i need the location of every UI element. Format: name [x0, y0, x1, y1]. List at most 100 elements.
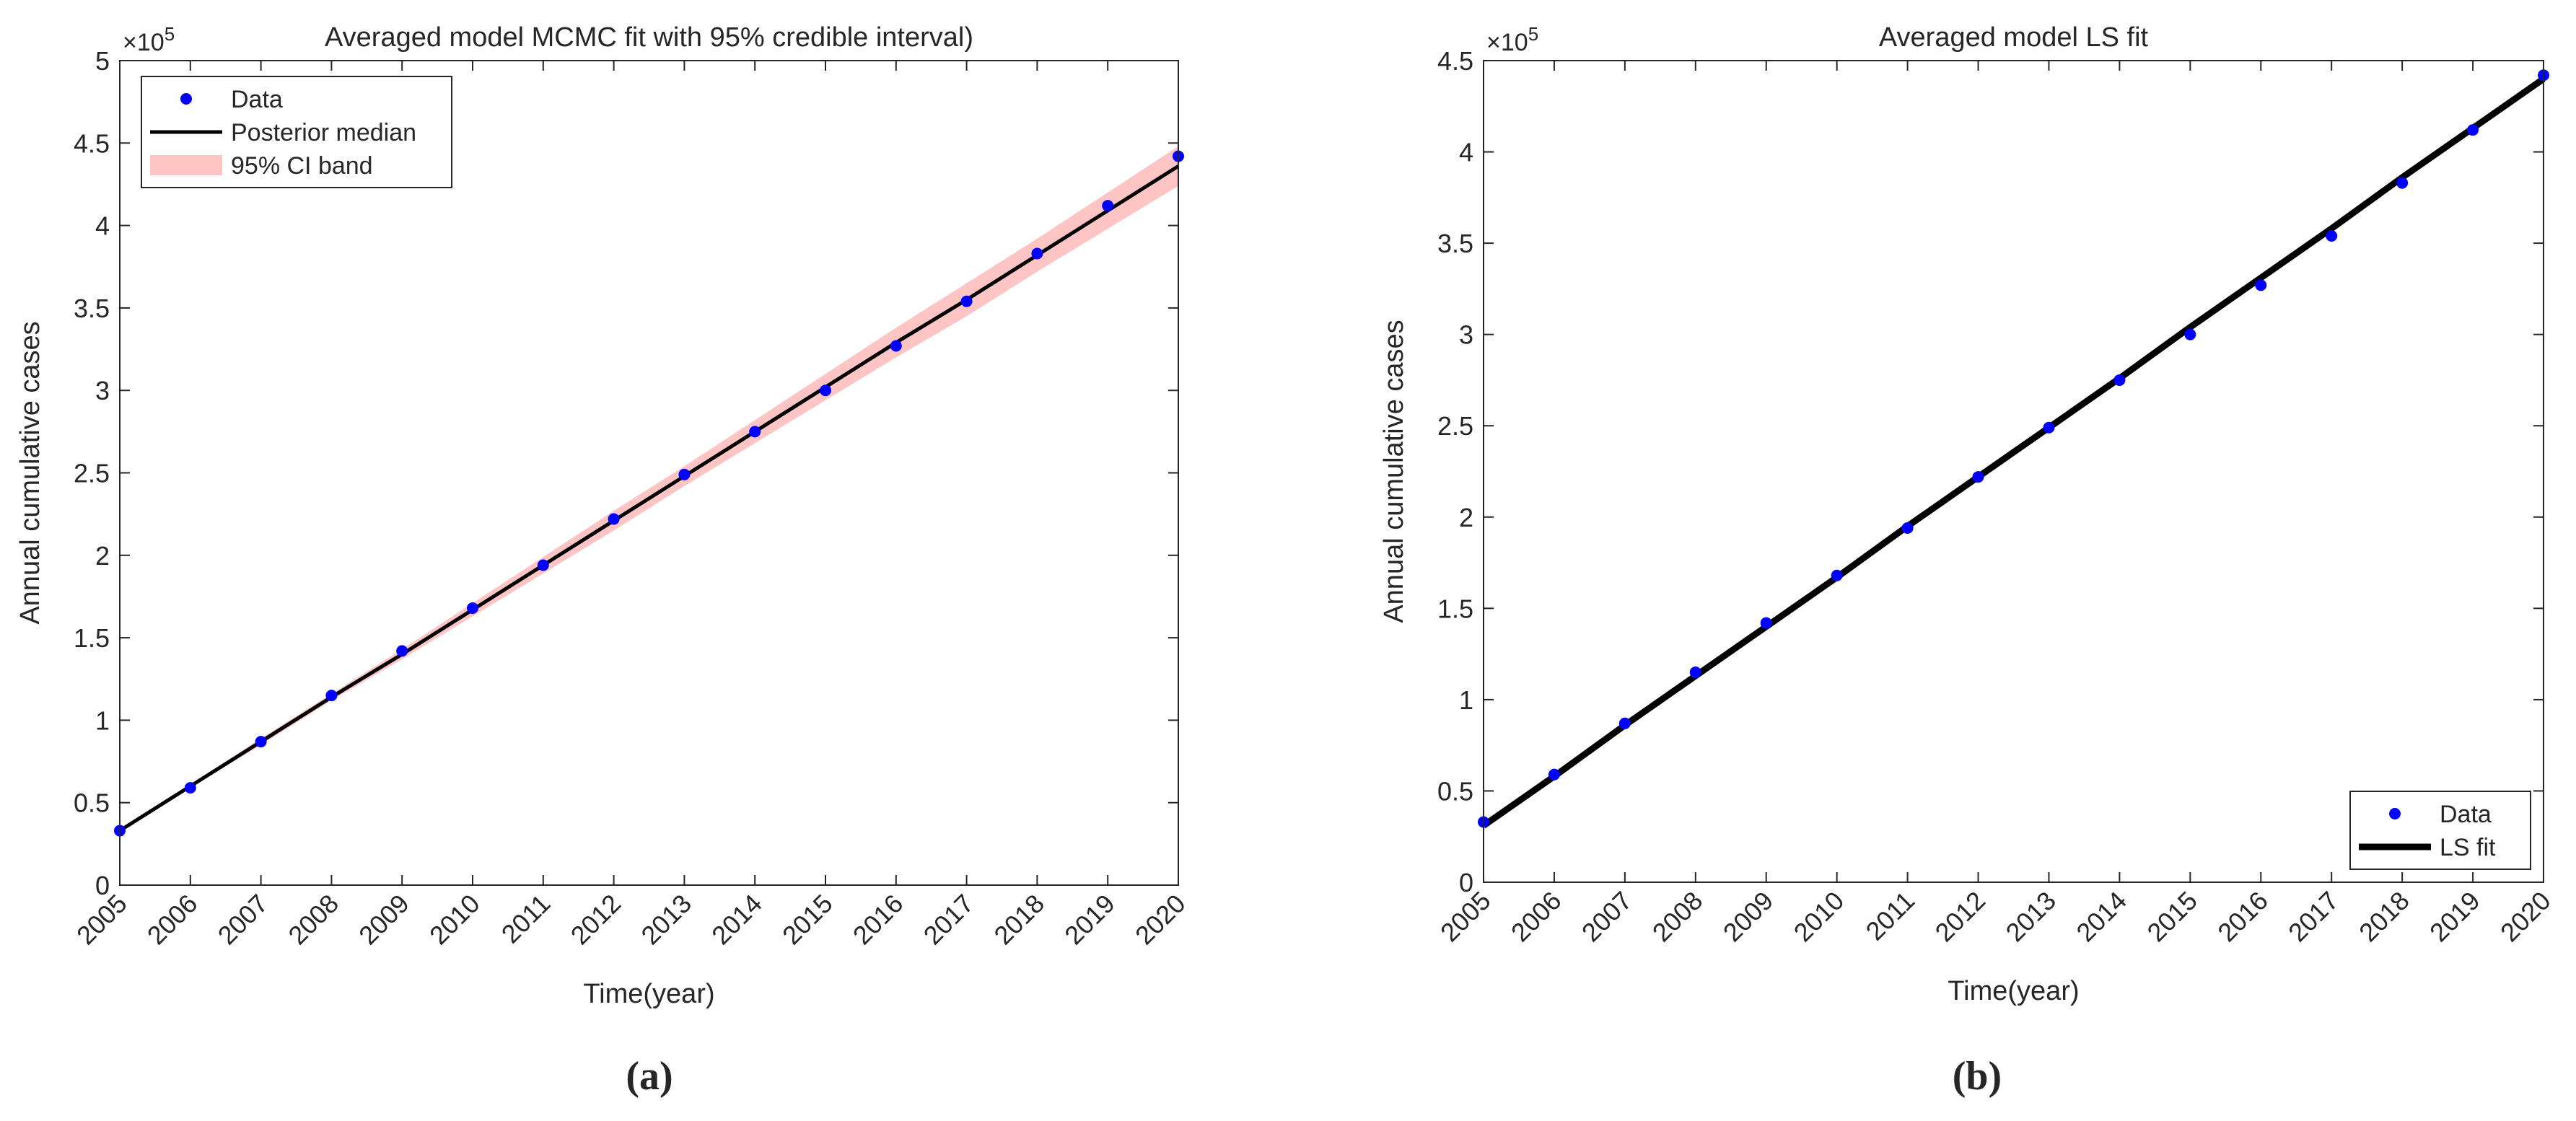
x-tick-label: 2018 — [2353, 886, 2415, 948]
y-tick-label: 5 — [95, 46, 110, 76]
x-tick-label: 2017 — [918, 889, 980, 951]
x-tick-label: 2009 — [353, 889, 415, 951]
x-tick-label: 2010 — [1788, 886, 1850, 948]
x-tick-label: 2013 — [635, 889, 697, 951]
data-point — [1102, 200, 1114, 212]
x-tick-label: 2020 — [2494, 886, 2557, 948]
legend-label: 95% CI band — [231, 152, 373, 180]
x-tick-label: 2012 — [565, 889, 627, 951]
chart: 0 0.5 1 1.5 2 2.5 3 3.5 4 4.5 5 2005 2006 2007 2008 200… — [15, 22, 1191, 1099]
x-tick-label: 2013 — [1999, 886, 2062, 948]
data-point — [537, 559, 549, 571]
x-tick-label: 2018 — [988, 889, 1050, 951]
multiplier-base: ×10 — [123, 29, 165, 56]
chart-title: Averaged model MCMC fit with 95% credibl… — [325, 22, 973, 53]
y-tick-label: 2.5 — [74, 459, 110, 488]
x-tick-label: 2019 — [2424, 886, 2486, 948]
data-point — [184, 782, 196, 794]
y-tick-label: 2 — [1459, 503, 1473, 532]
y-tick-label: 2 — [95, 541, 110, 571]
y-tick-label: 2.5 — [1437, 411, 1473, 441]
x-tick-label: 2009 — [1717, 886, 1779, 948]
x-tick-label: 2010 — [424, 889, 486, 951]
y-tick-label: 0 — [1459, 868, 1473, 897]
y-axis-label: Annual cumulative cases — [15, 321, 45, 624]
data-point — [1901, 522, 1914, 534]
chart: 0 0.5 1 1.5 2 2.5 3 3.5 4 4.5 2005 2006 2007 2008 2009… — [1379, 22, 2557, 1099]
data-point — [2043, 421, 2055, 434]
x-tick-label: 2019 — [1059, 889, 1121, 951]
y-tick-label: 0 — [95, 871, 110, 900]
y-axis-label: Annual cumulative cases — [1379, 320, 1409, 623]
x-tick-label: 2011 — [496, 889, 556, 949]
y-tick-label: 3 — [1459, 320, 1473, 350]
legend-marker — [2389, 808, 2401, 819]
data-point — [396, 645, 408, 657]
x-tick-label: 2008 — [1647, 886, 1709, 948]
plot-area — [1484, 61, 2544, 882]
caption: (b) — [1953, 1054, 2002, 1099]
x-tick-label: 2006 — [141, 889, 203, 951]
caption: (a) — [626, 1054, 673, 1099]
legend-box — [2349, 791, 2531, 870]
multiplier-exponent: 5 — [1528, 23, 1538, 45]
x-tick-label: 2007 — [212, 889, 274, 951]
series-line — [118, 164, 1180, 832]
x-tick-label: 2020 — [1129, 889, 1191, 951]
chart-title: Averaged model LS fit — [1879, 22, 2149, 53]
x-axis-label: Time(year) — [583, 979, 714, 1009]
data-point — [1760, 617, 1772, 629]
y-tick-label: 4 — [1459, 138, 1473, 167]
legend-label: Data — [2440, 801, 2492, 828]
series-line — [1481, 76, 2546, 829]
data-point — [255, 736, 267, 748]
data-point — [2396, 177, 2409, 189]
x-tick-label: 2005 — [71, 889, 133, 951]
y-tick-label: 1 — [95, 705, 110, 735]
data-point — [325, 690, 338, 702]
y-tick-label: 4.5 — [1437, 46, 1473, 76]
x-tick-label: 2014 — [2070, 886, 2132, 948]
multiplier-base: ×10 — [1486, 29, 1528, 56]
data-point — [678, 468, 691, 480]
legend-label: Posterior median — [231, 119, 416, 146]
legend-swatch — [150, 155, 222, 175]
x-tick-label: 2017 — [2282, 886, 2344, 948]
y-multiplier: ×105 — [123, 23, 175, 56]
data-point — [1548, 768, 1560, 781]
legend-label: Data — [231, 86, 283, 113]
x-tick-label: 2007 — [1576, 886, 1638, 948]
data-point — [1831, 569, 1843, 581]
data-point — [749, 426, 761, 438]
data-point — [960, 295, 973, 307]
x-tick-label: 2015 — [776, 889, 838, 951]
y-tick-label: 3.5 — [74, 294, 110, 323]
y-tick-label: 0.5 — [74, 788, 110, 818]
data-point — [1972, 471, 1984, 483]
plot-area — [120, 61, 1178, 885]
x-tick-label: 2014 — [706, 889, 768, 951]
x-tick-label: 2016 — [2212, 886, 2274, 948]
data-point — [1689, 666, 1701, 678]
data-point — [2255, 279, 2267, 291]
y-tick-label: 1 — [1459, 685, 1473, 715]
data-point — [1618, 717, 1631, 729]
y-tick-label: 4 — [95, 211, 110, 241]
multiplier-exponent: 5 — [165, 23, 175, 45]
data-point — [608, 513, 620, 525]
legend-label: LS fit — [2440, 834, 2496, 861]
x-tick-label: 2012 — [1929, 886, 1992, 948]
x-axis-label: Time(year) — [1948, 976, 2079, 1006]
data-point — [2184, 328, 2196, 340]
ci-band — [120, 146, 1178, 831]
x-tick-label: 2006 — [1505, 886, 1567, 948]
data-point — [2326, 229, 2338, 242]
data-point — [890, 340, 902, 352]
y-tick-label: 0.5 — [1437, 776, 1473, 806]
legend-marker — [180, 93, 192, 105]
y-tick-label: 1.5 — [74, 623, 110, 653]
y-multiplier: ×105 — [1486, 23, 1538, 56]
y-tick-label: 4.5 — [74, 128, 110, 158]
